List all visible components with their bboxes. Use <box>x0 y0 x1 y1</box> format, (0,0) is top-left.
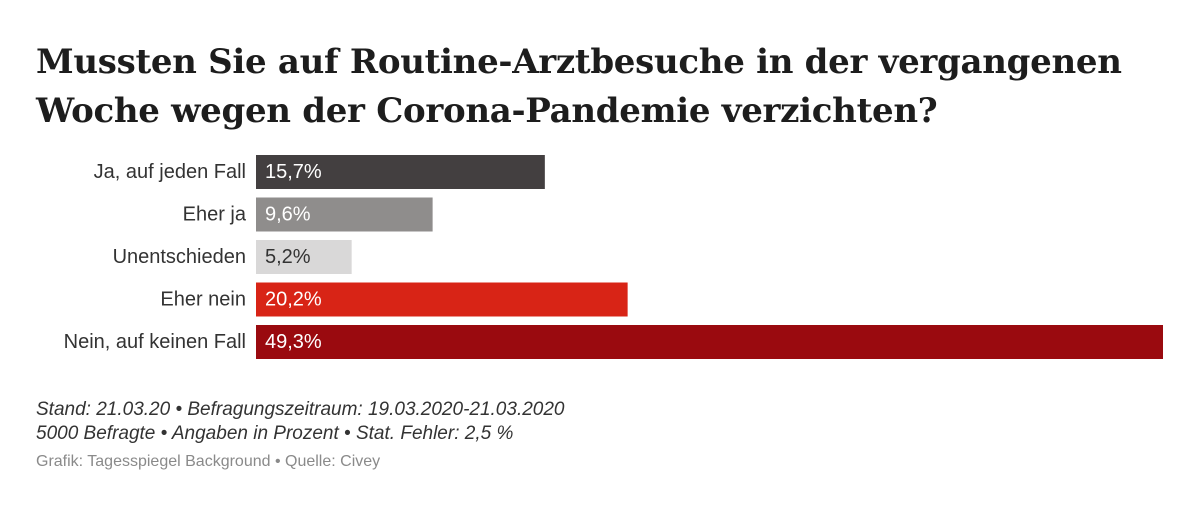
value-label: 49,3% <box>265 331 322 353</box>
chart-title: Mussten Sie auf Routine-Arztbesuche in d… <box>36 38 1176 136</box>
bar <box>256 325 1163 359</box>
category-label: Eher nein <box>160 289 246 311</box>
value-label: 15,7% <box>265 161 322 183</box>
value-label: 9,6% <box>265 204 311 226</box>
category-label: Nein, auf keinen Fall <box>64 331 246 353</box>
chart-title-line-2: Woche wegen der Corona-Pandemie verzicht… <box>36 91 938 131</box>
bar <box>256 282 628 317</box>
bar <box>256 197 433 232</box>
value-label: 5,2% <box>265 246 311 268</box>
category-label: Unentschieden <box>113 246 246 268</box>
footer-note-line-2: 5000 Befragte • Angaben in Prozent • Sta… <box>36 423 514 444</box>
footer-note-line-1: Stand: 21.03.20 • Befragungszeitraum: 19… <box>36 399 565 420</box>
bar <box>256 155 545 189</box>
chart-title-line-1: Mussten Sie auf Routine-Arztbesuche in d… <box>36 42 1122 82</box>
bar-chart: Ja, auf jeden Fall 15,7% Eher ja 9,6% Unents… <box>64 155 1163 359</box>
category-label: Ja, auf jeden Fall <box>94 161 246 183</box>
category-label: Eher ja <box>183 204 247 226</box>
chart-footer: Stand: 21.03.20 • Befragungszeitraum: 19… <box>36 398 564 471</box>
footer-credit: Grafik: Tagesspiegel Background • Quelle… <box>36 453 381 470</box>
bar <box>256 240 352 274</box>
value-label: 20,2% <box>265 289 322 311</box>
